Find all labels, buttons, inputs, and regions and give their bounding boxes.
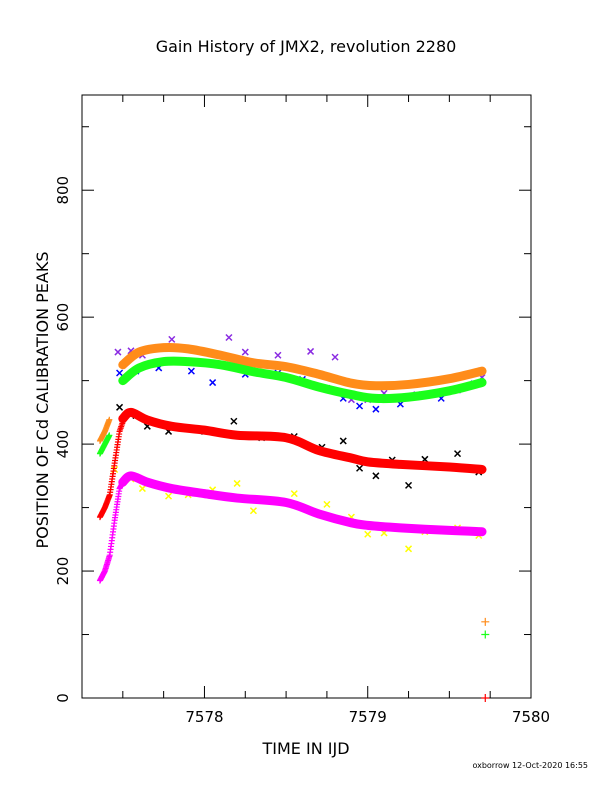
data-point <box>405 481 413 489</box>
data-point <box>114 348 122 356</box>
legend-mark-green <box>481 630 490 639</box>
series-layer <box>96 333 490 702</box>
data-point <box>364 530 372 538</box>
rise-point <box>106 416 113 423</box>
data-point <box>225 333 233 341</box>
y-tick-label: 800 <box>54 176 72 205</box>
data-point <box>209 379 217 387</box>
rise-point <box>106 432 113 439</box>
y-tick-label: 600 <box>54 303 72 332</box>
data-point <box>331 353 339 361</box>
data-point <box>356 402 364 410</box>
data-point <box>233 479 241 487</box>
data-point <box>339 437 347 445</box>
data-point <box>274 351 282 359</box>
y-tick-label: 0 <box>54 693 72 703</box>
fit-curve-green <box>118 356 487 404</box>
data-point <box>323 500 331 508</box>
x-axis-label: TIME IN IJD <box>261 739 349 758</box>
rise-series-green <box>96 432 113 457</box>
legend-mark-orange <box>481 617 490 626</box>
chart-title: Gain History of JMX2, revolution 2280 <box>156 37 457 56</box>
data-point <box>372 405 380 413</box>
data-point <box>356 464 364 472</box>
plot-frame <box>81 94 532 699</box>
data-point <box>138 485 146 493</box>
data-point <box>372 472 380 480</box>
data-point <box>307 347 315 355</box>
fit-curve-orange <box>118 342 487 391</box>
x-tick-label: 7580 <box>512 708 550 726</box>
data-point <box>249 507 257 515</box>
data-point <box>405 545 413 553</box>
ticks-layer: 7578 7579 7580 0 200 400 600 800 <box>54 95 550 726</box>
y-tick-label: 200 <box>54 557 72 586</box>
data-point <box>168 335 176 343</box>
x-tick-label: 7579 <box>349 708 387 726</box>
y-tick-label: 400 <box>54 430 72 459</box>
legend-mark-red <box>481 694 490 702</box>
fit-curve-magenta <box>118 471 487 537</box>
data-point <box>230 417 238 425</box>
rise-series-magenta <box>96 473 129 584</box>
data-point <box>453 450 462 458</box>
fit-curve-red <box>118 407 487 474</box>
rise-series-red <box>96 410 129 521</box>
footer-stamp: oxborrow 12-Oct-2020 16:55 <box>472 761 588 770</box>
data-point <box>116 369 124 377</box>
rise-series-orange <box>96 416 113 444</box>
y-axis-label: POSITION OF Cd CALIBRATION PEAKS <box>33 252 52 549</box>
data-point <box>116 403 124 411</box>
data-point <box>165 492 173 500</box>
data-point <box>241 348 249 356</box>
data-point <box>290 490 298 498</box>
x-tick-label: 7578 <box>185 708 223 726</box>
data-point <box>187 367 195 375</box>
